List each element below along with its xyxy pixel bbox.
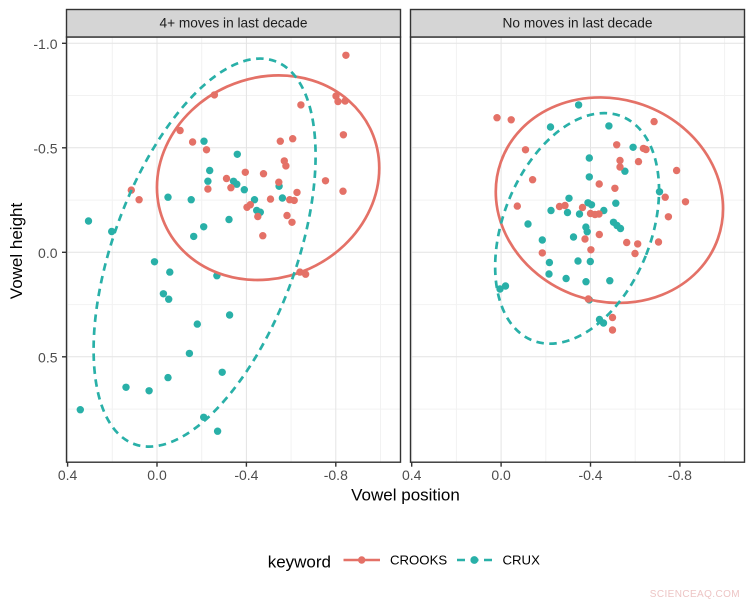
svg-text:0.4: 0.4	[402, 467, 422, 483]
svg-text:4+ moves in last decade: 4+ moves in last decade	[160, 16, 308, 31]
svg-text:0.5: 0.5	[38, 350, 58, 366]
svg-text:0.0: 0.0	[38, 245, 58, 261]
svg-text:-0.4: -0.4	[234, 467, 258, 483]
svg-text:-0.8: -0.8	[324, 467, 348, 483]
svg-text:Vowel height: Vowel height	[7, 203, 26, 300]
svg-text:0.0: 0.0	[491, 467, 511, 483]
svg-text:No moves in last decade: No moves in last decade	[503, 16, 653, 31]
svg-text:0.4: 0.4	[58, 467, 78, 483]
svg-text:CROOKS: CROOKS	[390, 553, 447, 568]
svg-text:SCIENCEAQ.COM: SCIENCEAQ.COM	[650, 589, 740, 600]
svg-text:Vowel position: Vowel position	[351, 486, 460, 505]
svg-text:-0.8: -0.8	[668, 467, 692, 483]
svg-text:-0.5: -0.5	[33, 141, 57, 157]
svg-text:0.0: 0.0	[147, 467, 167, 483]
svg-text:-1.0: -1.0	[33, 36, 57, 52]
svg-text:CRUX: CRUX	[503, 553, 541, 568]
svg-text:-0.4: -0.4	[578, 467, 602, 483]
svg-text:keyword: keyword	[268, 552, 331, 571]
